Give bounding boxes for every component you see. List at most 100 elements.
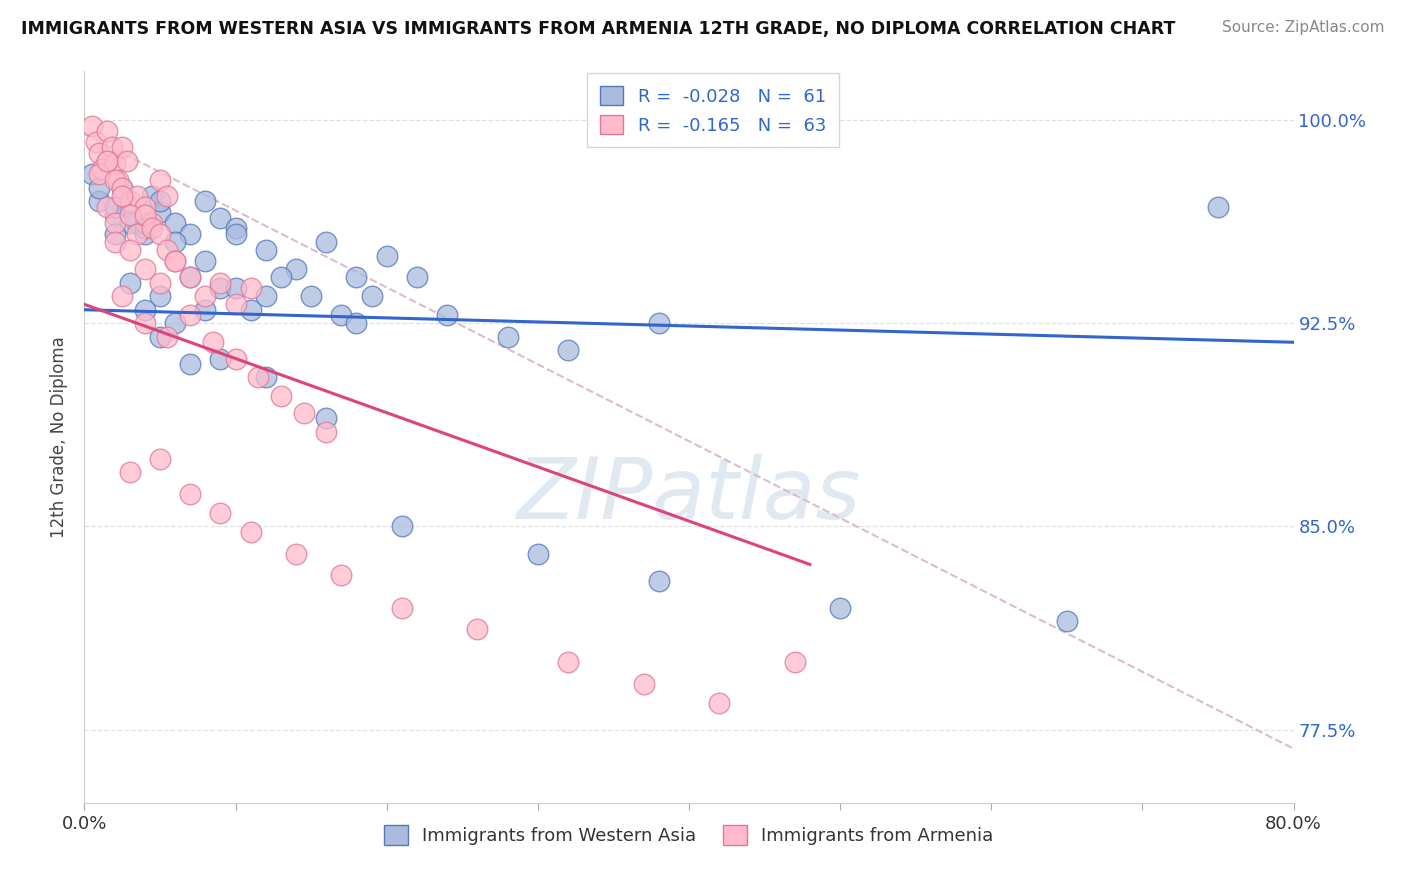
Point: [100, 140, 122, 154]
Point: [149, 276, 172, 290]
Point: [134, 302, 156, 317]
Point: [648, 574, 671, 588]
Point: [134, 200, 156, 214]
Point: [285, 547, 308, 561]
Point: [209, 506, 232, 520]
Point: [165, 316, 187, 330]
Text: ZIPatlas: ZIPatlas: [517, 454, 860, 537]
Point: [315, 425, 337, 439]
Point: [254, 289, 277, 303]
Point: [270, 389, 292, 403]
Point: [209, 276, 232, 290]
Point: [633, 676, 655, 690]
Point: [783, 655, 806, 669]
Point: [156, 189, 179, 203]
Point: [118, 465, 141, 479]
Point: [270, 270, 292, 285]
Point: [496, 330, 519, 344]
Point: [557, 655, 579, 669]
Point: [285, 262, 308, 277]
Point: [141, 189, 163, 203]
Point: [194, 254, 217, 268]
Point: [360, 289, 382, 303]
Point: [134, 221, 156, 235]
Point: [330, 568, 353, 582]
Point: [134, 208, 156, 222]
Point: [209, 281, 232, 295]
Point: [346, 270, 368, 285]
Point: [104, 156, 127, 170]
Point: [194, 302, 217, 317]
Point: [830, 600, 852, 615]
Point: [225, 221, 247, 235]
Point: [165, 254, 187, 268]
Point: [391, 600, 413, 615]
Point: [225, 297, 247, 311]
Point: [104, 216, 127, 230]
Point: [111, 181, 134, 195]
Point: [557, 343, 579, 358]
Point: [118, 216, 141, 230]
Point: [247, 370, 270, 384]
Point: [225, 227, 247, 241]
Point: [134, 227, 156, 241]
Point: [209, 351, 232, 366]
Point: [239, 281, 262, 295]
Point: [89, 145, 111, 160]
Point: [104, 172, 127, 186]
Point: [165, 235, 187, 249]
Point: [149, 330, 172, 344]
Point: [254, 243, 277, 257]
Point: [201, 335, 224, 350]
Point: [96, 153, 118, 168]
Point: [225, 351, 247, 366]
Point: [648, 316, 671, 330]
Point: [89, 194, 111, 209]
Point: [141, 221, 163, 235]
Point: [330, 308, 353, 322]
Point: [149, 451, 172, 466]
Y-axis label: 12th Grade, No Diploma: 12th Grade, No Diploma: [51, 336, 69, 538]
Point: [111, 140, 134, 154]
Point: [709, 696, 731, 710]
Text: Source: ZipAtlas.com: Source: ZipAtlas.com: [1222, 20, 1385, 35]
Point: [527, 547, 550, 561]
Point: [96, 153, 118, 168]
Point: [179, 270, 201, 285]
Point: [179, 227, 201, 241]
Point: [111, 289, 134, 303]
Point: [118, 276, 141, 290]
Point: [194, 194, 217, 209]
Point: [141, 216, 163, 230]
Point: [179, 270, 201, 285]
Point: [179, 357, 201, 371]
Point: [111, 189, 134, 203]
Text: IMMIGRANTS FROM WESTERN ASIA VS IMMIGRANTS FROM ARMENIA 12TH GRADE, NO DIPLOMA C: IMMIGRANTS FROM WESTERN ASIA VS IMMIGRAN…: [21, 20, 1175, 37]
Point: [118, 194, 141, 209]
Point: [254, 370, 277, 384]
Point: [115, 153, 138, 168]
Point: [104, 200, 127, 214]
Point: [104, 208, 127, 222]
Point: [134, 316, 156, 330]
Point: [80, 119, 103, 133]
Point: [315, 235, 337, 249]
Point: [149, 289, 172, 303]
Point: [86, 135, 108, 149]
Point: [292, 406, 315, 420]
Point: [80, 167, 103, 181]
Point: [299, 289, 322, 303]
Point: [467, 623, 489, 637]
Point: [406, 270, 429, 285]
Point: [149, 227, 172, 241]
Point: [239, 302, 262, 317]
Point: [118, 243, 141, 257]
Point: [127, 216, 149, 230]
Point: [111, 181, 134, 195]
Point: [149, 172, 172, 186]
Point: [346, 316, 368, 330]
Point: [375, 249, 398, 263]
Point: [156, 330, 179, 344]
Point: [91, 161, 114, 176]
Point: [225, 281, 247, 295]
